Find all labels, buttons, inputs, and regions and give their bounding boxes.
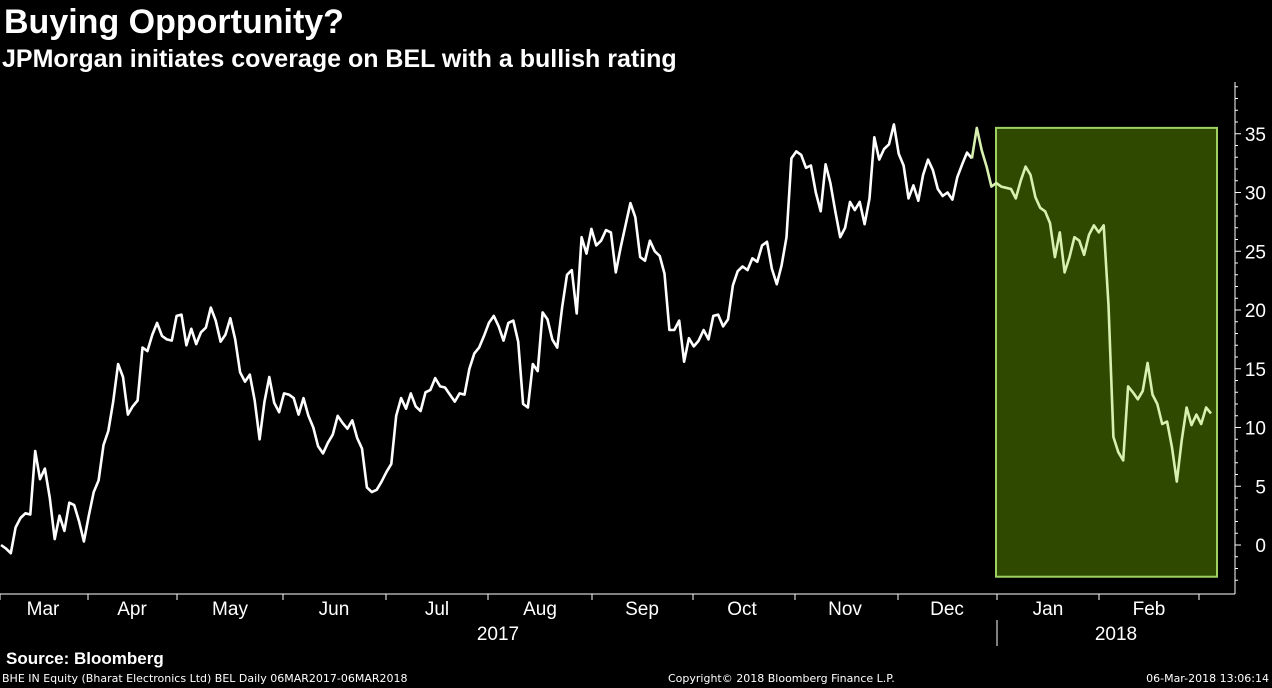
chart-title: Buying Opportunity?: [4, 3, 344, 41]
y-tick-label: 30: [1245, 184, 1266, 205]
x-month-label: May: [212, 599, 248, 620]
x-month-label: Apr: [117, 599, 147, 620]
x-month-label: Aug: [523, 599, 557, 620]
footer-timestamp: 06-Mar-2018 13:06:14: [1146, 672, 1269, 685]
chart-subtitle: JPMorgan initiates coverage on BEL with …: [2, 45, 677, 73]
x-month-label: Dec: [930, 599, 964, 620]
y-tick-label: 10: [1245, 419, 1266, 440]
x-month-label: Oct: [727, 599, 757, 620]
x-month-label: Jan: [1033, 599, 1064, 620]
series-line: [0, 123, 973, 555]
footer-copyright: Copyright© 2018 Bloomberg Finance L.P.: [668, 672, 895, 685]
y-tick-label: 15: [1245, 360, 1266, 381]
x-month-label: Jul: [425, 599, 449, 620]
y-tick-label: 25: [1245, 242, 1266, 263]
x-month-label: Nov: [828, 599, 862, 620]
footer-ticker-info: BHE IN Equity (Bharat Electronics Ltd) B…: [2, 672, 408, 685]
x-month-label: Sep: [625, 599, 659, 620]
y-tick-label: 5: [1255, 477, 1266, 498]
x-month-label: Jun: [319, 599, 350, 620]
series-line-highlighted: [970, 126, 1213, 483]
source-note: Source: Bloomberg: [6, 649, 164, 668]
y-tick-label: 35: [1245, 125, 1266, 146]
x-year-label: 2017: [477, 624, 519, 645]
highlight-region: [995, 126, 1218, 578]
y-tick-label: 20: [1245, 301, 1266, 322]
x-month-label: Mar: [27, 599, 60, 620]
x-month-label: Feb: [1133, 599, 1166, 620]
x-year-label: 2018: [1095, 624, 1137, 645]
y-tick-label: 0: [1255, 536, 1266, 557]
